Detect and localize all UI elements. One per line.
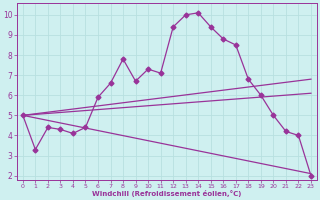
X-axis label: Windchill (Refroidissement éolien,°C): Windchill (Refroidissement éolien,°C) [92,190,242,197]
